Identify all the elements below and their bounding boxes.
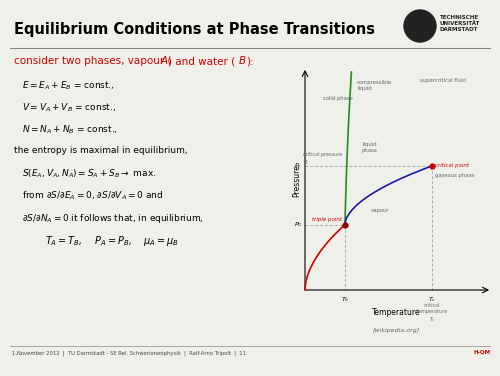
Text: $\partial S/\partial N_A = 0$ it follows that, in equilibrium,: $\partial S/\partial N_A = 0$ it follows… xyxy=(22,212,204,225)
Text: supercritical fluid: supercritical fluid xyxy=(420,78,466,83)
Text: compressible
liquid: compressible liquid xyxy=(357,80,392,91)
Text: 1.November 2012  |  TU Darmstadt - SE Rel. Schwerionenphysik  |  Ralf-Arno Tripo: 1.November 2012 | TU Darmstadt - SE Rel.… xyxy=(12,350,246,355)
Text: consider two phases, vapour (: consider two phases, vapour ( xyxy=(14,56,172,66)
Text: from $\partial S/\partial E_A = 0$, $\partial S/\partial V_A = 0$ and: from $\partial S/\partial E_A = 0$, $\pa… xyxy=(22,190,164,203)
Text: B: B xyxy=(239,56,246,66)
Text: Temperature: Temperature xyxy=(372,308,420,317)
Text: $S(E_A, V_A, N_A) = S_A + S_B \rightarrow$ max.: $S(E_A, V_A, N_A) = S_A + S_B \rightarro… xyxy=(22,168,156,180)
Text: $T_A = T_B$,    $P_A = P_B$,    $\mu_A = \mu_B$: $T_A = T_B$, $P_A = P_B$, $\mu_A = \mu_B… xyxy=(45,234,179,248)
Text: the entropy is maximal in equilibrium,: the entropy is maximal in equilibrium, xyxy=(14,146,188,155)
Text: Equilibrium Conditions at Phase Transitions: Equilibrium Conditions at Phase Transiti… xyxy=(14,22,375,37)
Text: TECHNISCHE
UNIVERSITÄT
DARMSTADT: TECHNISCHE UNIVERSITÄT DARMSTADT xyxy=(440,15,480,32)
Text: Pressure: Pressure xyxy=(292,165,302,197)
Text: critical
temperature
$T_c$: critical temperature $T_c$ xyxy=(417,303,448,324)
Text: [wikipedia.org]: [wikipedia.org] xyxy=(372,328,420,333)
Text: triple point: triple point xyxy=(312,217,342,221)
Text: $P_c$: $P_c$ xyxy=(294,161,302,170)
Text: solid phase: solid phase xyxy=(323,96,353,101)
Text: $V = V_A + V_B$ = const.,: $V = V_A + V_B$ = const., xyxy=(22,102,116,115)
Circle shape xyxy=(404,10,436,42)
Text: $T_0$: $T_0$ xyxy=(341,295,349,304)
Text: liquid
phase: liquid phase xyxy=(362,142,378,153)
Text: $T_c$: $T_c$ xyxy=(428,295,436,304)
Text: H-QM: H-QM xyxy=(473,350,490,355)
Text: ):: ): xyxy=(246,56,254,66)
Text: ) and water (: ) and water ( xyxy=(168,56,235,66)
Text: critical pressure
$P_c$: critical pressure $P_c$ xyxy=(303,152,342,167)
Text: gaseous phase: gaseous phase xyxy=(435,173,474,178)
Text: critical point: critical point xyxy=(436,163,470,168)
Text: $P_0$: $P_0$ xyxy=(294,220,302,229)
Text: vapour: vapour xyxy=(371,208,389,213)
Text: A: A xyxy=(161,56,168,66)
Text: $E = E_A + E_B$ = const.,: $E = E_A + E_B$ = const., xyxy=(22,80,114,92)
Text: $N = N_A + N_B$ = const.,: $N = N_A + N_B$ = const., xyxy=(22,124,118,136)
